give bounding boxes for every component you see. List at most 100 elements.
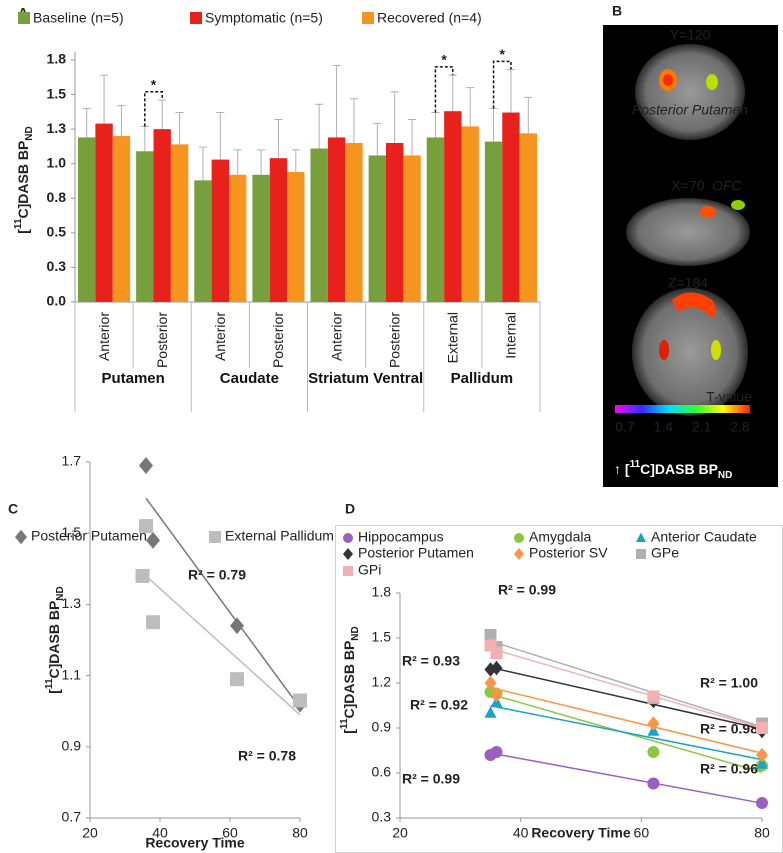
- activation: [659, 340, 669, 360]
- bar: [252, 174, 270, 302]
- legend-marker: [636, 549, 646, 559]
- marker: [756, 757, 768, 769]
- slice-title: Y=120: [670, 27, 711, 43]
- legend-label: Posterior SV: [529, 545, 608, 561]
- y-tick-label: 1.5: [372, 629, 392, 645]
- trendline: [490, 640, 763, 728]
- bar: [269, 158, 288, 302]
- marker: [146, 531, 160, 549]
- trendline: [141, 572, 301, 716]
- axis-title: [11C]DASB BPND: [44, 586, 66, 693]
- marker: [756, 722, 768, 734]
- marker: [230, 617, 244, 635]
- legend-label: Anterior Caudate: [651, 529, 757, 545]
- r2-label: R² = 0.99: [498, 582, 556, 598]
- brain-sagittal: [626, 198, 750, 266]
- r2-label: R² = 0.92: [410, 697, 468, 713]
- group-label: Striatum Ventral: [308, 370, 424, 387]
- y-tick-label: 0.3: [47, 258, 67, 274]
- bar: [484, 141, 503, 302]
- bar: [112, 136, 131, 302]
- bar: [211, 159, 229, 302]
- legend-marker: [343, 533, 353, 543]
- y-tick-label: 1.3: [47, 120, 67, 136]
- colorbar-title: T-value: [706, 389, 752, 405]
- axis-title: [11C]DASB BPND: [339, 626, 361, 733]
- y-tick-label: 0.6: [372, 764, 392, 780]
- brain-coronal: [635, 44, 745, 140]
- activation: [700, 206, 716, 218]
- r2-label: R² = 0.78: [238, 748, 296, 764]
- y-tick-label: 1.7: [62, 453, 82, 469]
- legend-label: External Pallidum: [225, 528, 334, 544]
- marker: [230, 672, 244, 687]
- significance-bracket: [434, 66, 454, 113]
- label-part: 11: [13, 218, 24, 229]
- group-label: Putamen: [101, 370, 165, 387]
- panel-letter: D: [345, 501, 355, 517]
- x-tick-label: 40: [513, 825, 529, 841]
- marker: [146, 615, 160, 630]
- error-bar: [332, 65, 341, 138]
- bar: [136, 151, 154, 302]
- label-part: C]DASB BP: [15, 141, 31, 219]
- x-tick-label: External: [445, 312, 461, 363]
- panel-letter: B: [612, 3, 622, 19]
- activation: [663, 74, 673, 86]
- trendline: [490, 647, 763, 729]
- legend-marker: [636, 532, 646, 542]
- x-tick-label: Posterior: [270, 312, 286, 368]
- bar: [327, 137, 346, 302]
- legend-swatch: [362, 12, 374, 24]
- marker: [647, 746, 660, 758]
- bar: [502, 112, 520, 302]
- error-bar: [100, 74, 109, 124]
- error-bar: [158, 99, 167, 130]
- marker: [139, 519, 153, 534]
- r2-label: R² = 0.99: [402, 771, 460, 787]
- y-tick-label: 0.9: [62, 738, 82, 754]
- brain-axial: [632, 288, 748, 416]
- colorbar: [615, 405, 750, 413]
- trendline: [490, 686, 763, 754]
- marker: [139, 457, 153, 474]
- x-tick-label: 80: [754, 825, 770, 841]
- r2-label: R² = 1.00: [700, 675, 758, 691]
- marker: [490, 746, 503, 758]
- error-bar: [373, 123, 382, 156]
- legend-marker: [514, 548, 524, 560]
- marker: [647, 690, 660, 703]
- significance-bracket: [144, 91, 163, 127]
- y-tick-label: 0.5: [47, 224, 67, 240]
- x-tick-label: Anterior: [212, 312, 228, 361]
- group-label: Caudate: [219, 370, 279, 387]
- legend-label: Hippocampus: [358, 529, 444, 545]
- x-tick-label: Posterior: [154, 312, 170, 368]
- legend-swatch: [190, 12, 202, 24]
- colorbar-tick-label: 0.7: [615, 419, 635, 435]
- error-bar: [233, 149, 242, 175]
- bar: [95, 123, 113, 303]
- group-label: Pallidum: [450, 370, 514, 387]
- axis-title: [11C]DASB BPND: [13, 126, 35, 233]
- x-tick-label: Internal: [503, 312, 519, 359]
- colorbar-tick-label: 2.1: [692, 419, 712, 435]
- marker: [756, 797, 768, 809]
- label-part: ↑ [: [614, 461, 630, 477]
- label-part: C]DASB BP: [341, 641, 357, 719]
- label-part: 11: [339, 718, 350, 729]
- colorbar-tick-label: 2.8: [730, 419, 750, 435]
- legend-label: Baseline (n=5): [33, 10, 124, 26]
- trendline: [490, 752, 763, 804]
- y-tick-label: 1.5: [62, 524, 82, 540]
- region-label: OFC: [712, 178, 742, 194]
- label-part: C]DASB BP: [640, 461, 718, 477]
- label-part: [: [15, 229, 31, 234]
- error-bar: [82, 107, 91, 138]
- error-bar: [291, 149, 300, 173]
- error-bar: [466, 87, 475, 127]
- marker: [135, 568, 150, 583]
- x-tick-label: Anterior: [96, 312, 112, 361]
- bar: [194, 180, 212, 302]
- x-tick-label: 20: [82, 825, 98, 841]
